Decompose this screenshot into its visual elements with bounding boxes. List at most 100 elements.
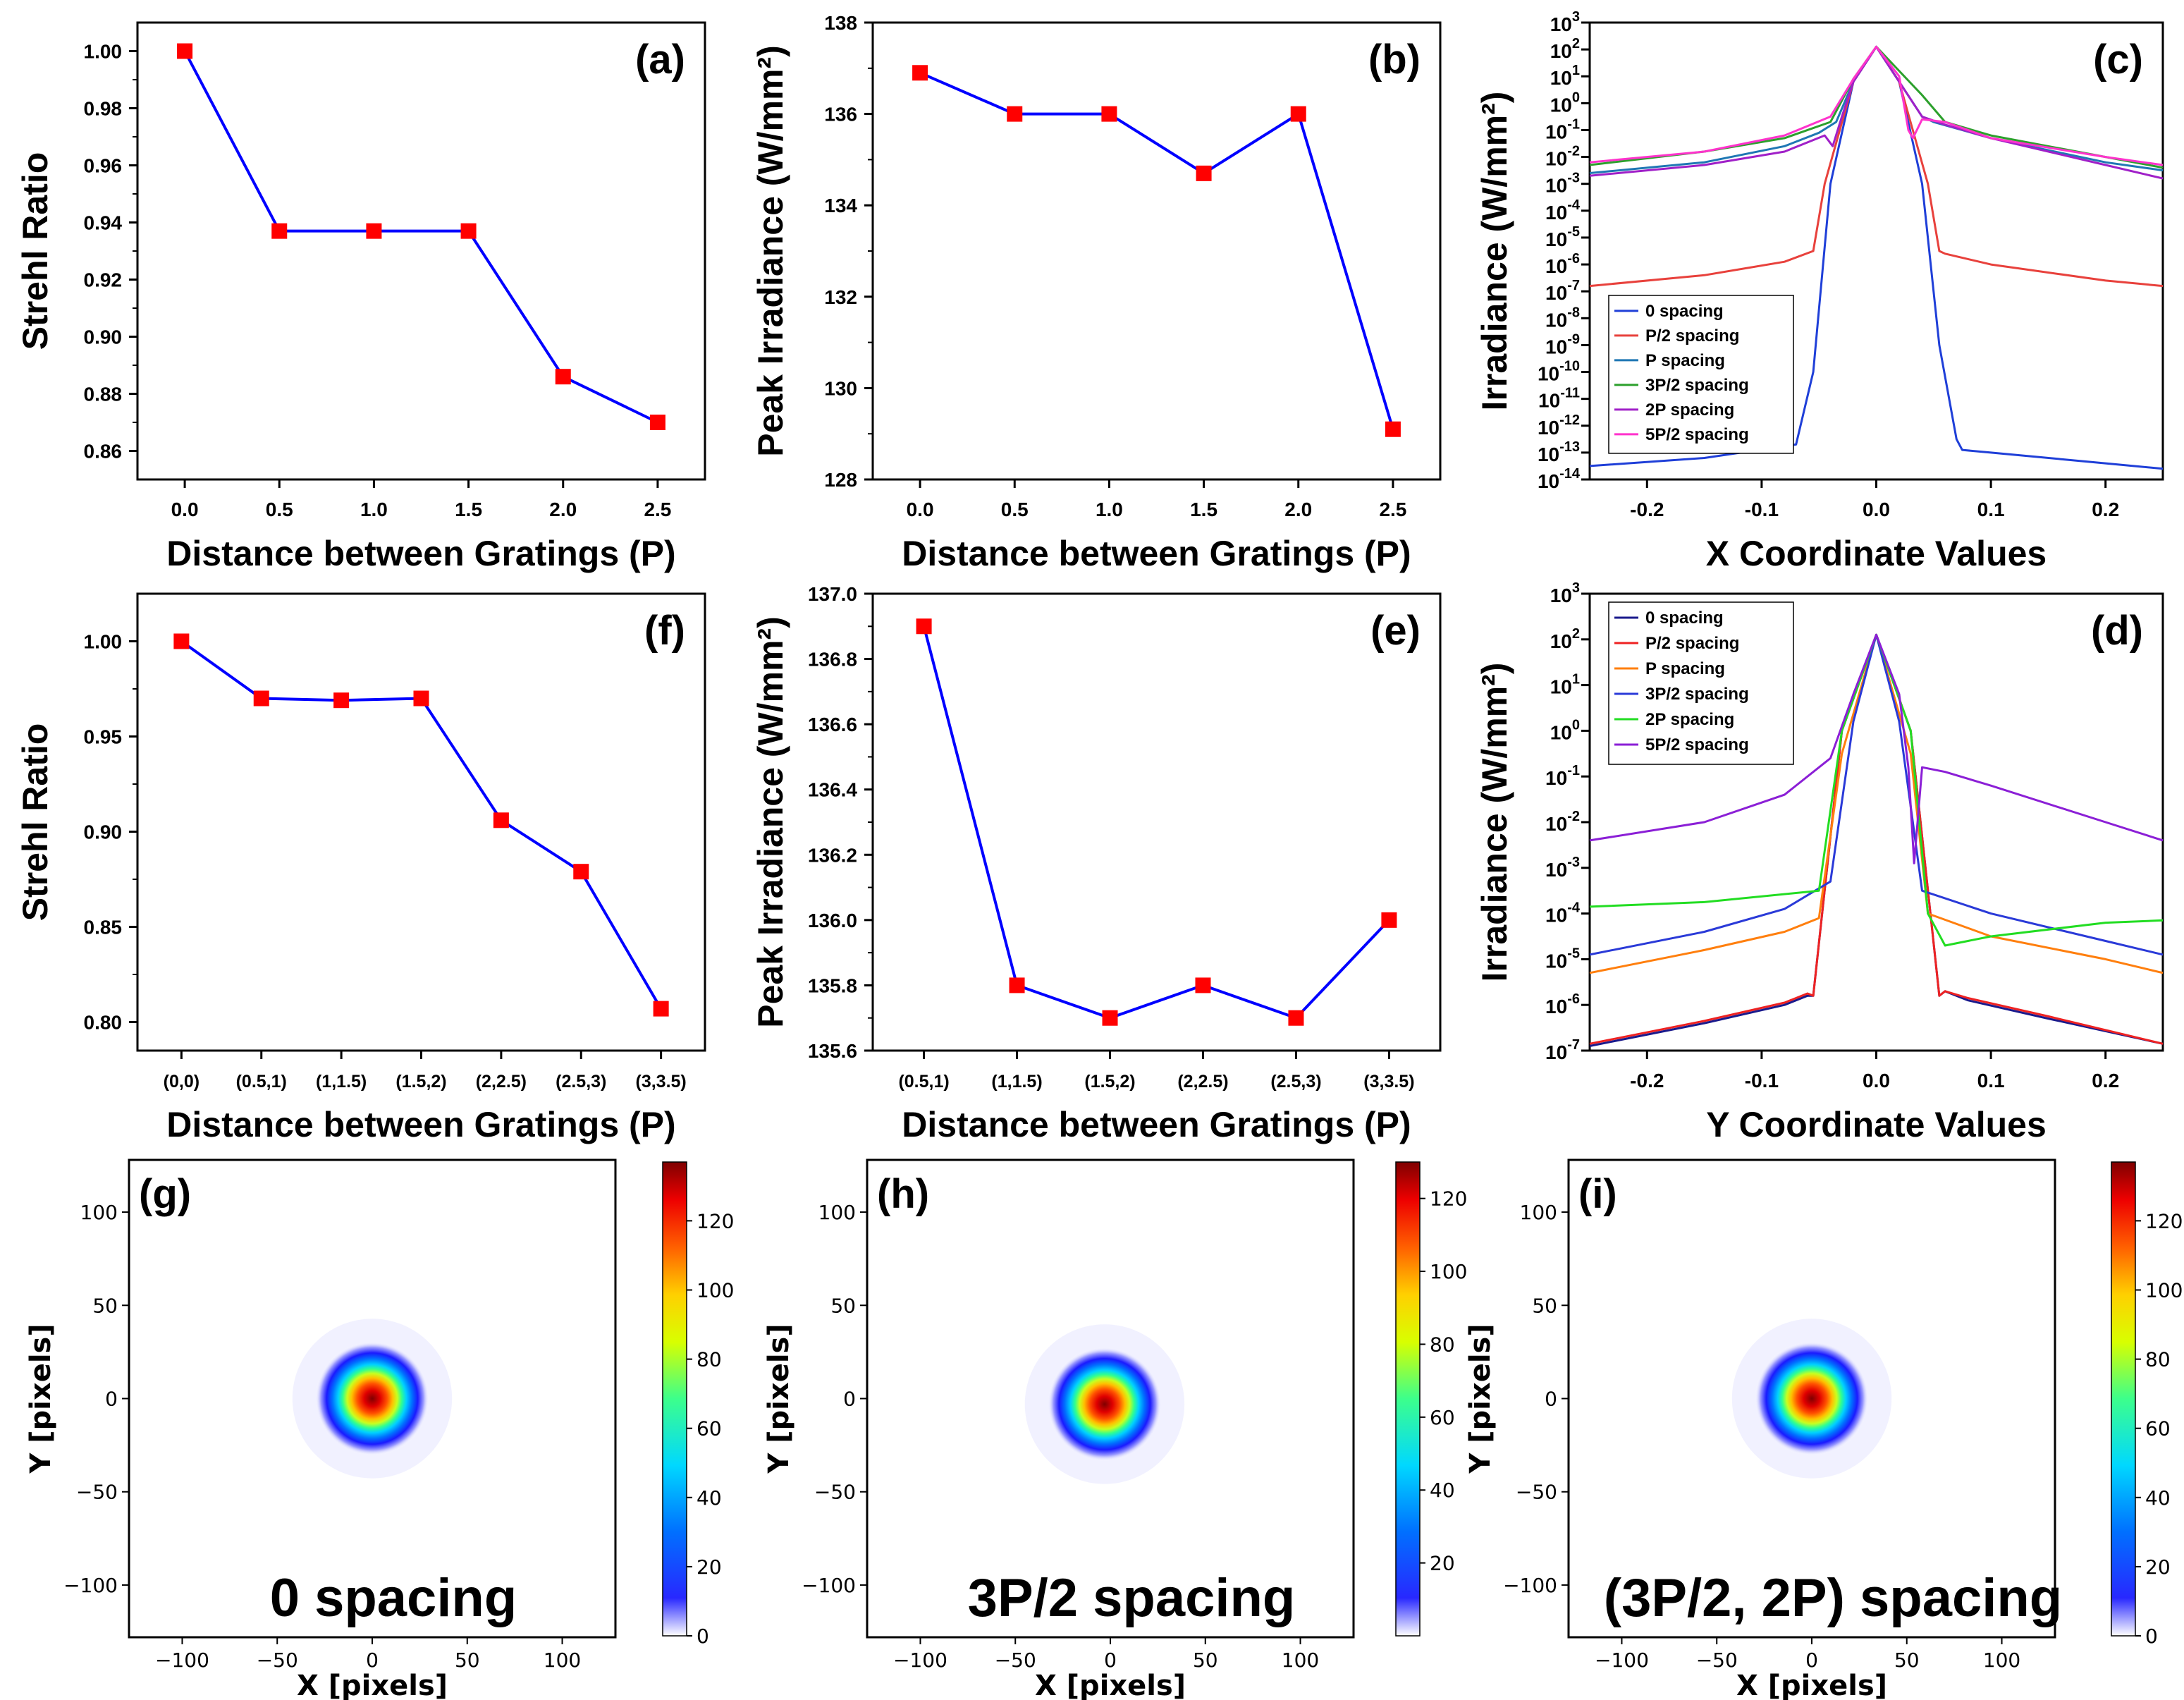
colorbar-tick-label: 60 — [2145, 1417, 2171, 1441]
y-tick-label: 10-2 — [1545, 144, 1580, 170]
x-tick-label: 50 — [1894, 1649, 1920, 1672]
y-tick-label: −100 — [1503, 1574, 1557, 1597]
x-axis-title: X Coordinate Values — [1706, 534, 2047, 573]
y-tick-label: 10-6 — [1545, 251, 1580, 277]
colorbar — [1395, 1161, 1421, 1637]
data-point-marker — [1195, 977, 1211, 993]
colorbar — [2111, 1161, 2136, 1637]
y-axis-title: Irradiance (W/mm²) — [1475, 663, 1514, 982]
x-tick-label: 0.1 — [1977, 1070, 2005, 1091]
y-tick-label: 136.4 — [808, 779, 857, 801]
x-tick-label: -0.1 — [1745, 1070, 1779, 1091]
x-tick-label: 0.5 — [266, 499, 293, 520]
data-point-marker — [555, 369, 571, 385]
y-tick-label: 10-13 — [1538, 439, 1580, 465]
y-tick-label: 10-1 — [1545, 116, 1580, 142]
data-point-marker — [1196, 165, 1212, 181]
y-tick-label: 0 — [105, 1388, 118, 1411]
x-tick-label: 2.5 — [1379, 499, 1406, 520]
data-point-marker — [333, 692, 350, 709]
y-tick-label: 100 — [1550, 90, 1580, 116]
y-tick-label: 0.88 — [84, 384, 123, 405]
y-tick-label: 136 — [824, 104, 857, 126]
colorbar-tick-label: 20 — [2145, 1555, 2171, 1579]
data-point-marker — [573, 864, 589, 880]
y-tick-label: 10-7 — [1545, 278, 1580, 304]
plot-frame-e — [871, 592, 1442, 1052]
y-tick-label: 0.80 — [84, 1012, 123, 1034]
x-tick-label: 0.0 — [907, 499, 934, 520]
series-line-5 — [1589, 633, 2164, 864]
y-tick-label: 10-14 — [1538, 466, 1581, 492]
panel-d: -0.2 -0.1 0.0 0.1 0.2 10-7 10-6 10-5 10-4 10-3 10-… — [1475, 580, 2164, 1144]
x-tick-label: 0.5 — [1001, 499, 1029, 520]
panel-label: (b) — [1368, 37, 1421, 82]
colorbar-tick-label: 40 — [2145, 1486, 2171, 1510]
x-tick-label: 0.0 — [1863, 499, 1890, 520]
y-tick-label: 10-4 — [1545, 197, 1581, 224]
y-tick-label: 0 — [1545, 1388, 1557, 1411]
data-point-marker — [1007, 106, 1023, 122]
y-tick-label: 0 — [843, 1388, 856, 1411]
colorbar-tick-label: 20 — [1430, 1552, 1455, 1575]
y-tick-label: 136.8 — [808, 649, 857, 671]
y-tick-label: 10-10 — [1538, 359, 1580, 385]
x-tick-label: 1.0 — [1096, 499, 1123, 520]
x-tick-label: -0.2 — [1630, 1070, 1664, 1091]
y-axis-title: Peak Irradiance (W/mm²) — [751, 45, 790, 457]
spacing-annotation: (3P/2, 2P) spacing — [1604, 1568, 2062, 1628]
colorbar-tick-label: 20 — [697, 1555, 722, 1579]
y-tick-label: 10-12 — [1538, 412, 1580, 439]
panel-g: −100 −50 0 50 100 −100 −50 0 50 100 (g) 0 spacing X … — [25, 1158, 734, 1700]
spacing-annotation: 3P/2 spacing — [968, 1568, 1296, 1628]
y-tick-label: 10-5 — [1545, 224, 1580, 250]
x-axis-title: Distance between Gratings (P) — [902, 1105, 1411, 1144]
x-tick-label: 50 — [455, 1649, 480, 1672]
panel-b: 0.0 0.5 1.0 1.5 2.0 2.5 128 130 132 134 136 138 (b) D… — [751, 12, 1442, 573]
x-axis-title: X [pixels] — [1035, 1670, 1186, 1700]
panel-label: (d) — [2091, 608, 2143, 654]
x-tick-label: −50 — [1696, 1649, 1738, 1672]
y-tick-label: 136.2 — [808, 844, 857, 866]
x-tick-label: 100 — [1282, 1649, 1319, 1672]
heatmap-spot — [1048, 1347, 1162, 1462]
y-tick-label: 10-1 — [1545, 763, 1580, 789]
x-tick-label: (1,1.5) — [316, 1072, 367, 1091]
y-tick-label: 132 — [824, 286, 857, 308]
x-tick-label: (2,2.5) — [476, 1072, 527, 1091]
colorbar — [662, 1161, 687, 1637]
y-tick-label: 0.96 — [84, 155, 123, 177]
panel-e: (0.5,1) (1,1.5) (1.5,2) (2,2.5) (2.5,3) (3,3.… — [751, 583, 1442, 1144]
panel-f: (0,0) (0.5,1) (1,1.5) (1.5,2) (2,2.5) (2.5,3)… — [16, 592, 706, 1144]
x-tick-label: 0 — [366, 1649, 379, 1672]
y-tick-label: 137.0 — [808, 583, 857, 605]
colorbar-tick-label: 60 — [1430, 1406, 1455, 1429]
panel-label: (g) — [139, 1171, 191, 1217]
legend-entry: 0 spacing — [1645, 609, 1724, 628]
x-tick-label: −100 — [1595, 1649, 1649, 1672]
x-tick-label: 2.0 — [1284, 499, 1312, 520]
colorbar-tick-label: 120 — [1430, 1187, 1467, 1211]
y-axis-title: Peak Irradiance (W/mm²) — [751, 616, 790, 1028]
colorbar-tick-label: 100 — [697, 1278, 734, 1302]
colorbar-tick-label: 120 — [697, 1209, 734, 1233]
y-tick-label: 103 — [1550, 9, 1580, 35]
legend-entry: 3P/2 spacing — [1645, 376, 1749, 395]
y-axis-title: Y [pixels] — [1464, 1323, 1497, 1474]
y-tick-label: 10-8 — [1545, 305, 1580, 331]
x-tick-label: 2.5 — [644, 499, 671, 520]
y-tick-label: 128 — [824, 469, 857, 491]
y-tick-label: 0.95 — [84, 726, 123, 748]
data-point-marker — [271, 223, 288, 239]
y-tick-label: 100 — [1550, 717, 1580, 743]
x-tick-label: 0 — [1805, 1649, 1818, 1672]
x-tick-label: (3,3.5) — [636, 1072, 687, 1091]
panel-label: (e) — [1370, 608, 1421, 654]
x-axis-title: Distance between Gratings (P) — [166, 1105, 675, 1144]
y-tick-label: 50 — [830, 1294, 856, 1317]
series-line — [922, 625, 1390, 1020]
colorbar-tick-label: 40 — [697, 1486, 722, 1510]
y-tick-label: −50 — [76, 1481, 118, 1504]
data-point-marker — [1288, 1010, 1304, 1026]
